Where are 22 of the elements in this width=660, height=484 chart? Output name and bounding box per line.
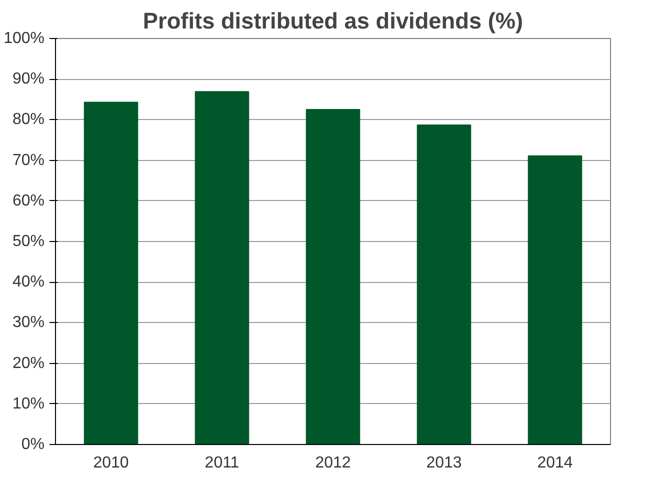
y-tick-label: 80% — [12, 111, 45, 128]
y-tick-label: 70% — [12, 152, 45, 169]
x-tick-label: 2010 — [93, 454, 129, 472]
y-tick-label: 30% — [12, 314, 45, 332]
chart-title: Profits distributed as dividends (%) — [142, 8, 524, 34]
y-tick-label: 100% — [4, 30, 44, 47]
y-tick-label: 60% — [12, 192, 45, 210]
y-tick-label: 40% — [12, 274, 45, 291]
y-tick-label: 50% — [12, 233, 45, 250]
y-tick-label: 10% — [12, 395, 45, 412]
x-tick-label: 2013 — [426, 454, 462, 472]
y-tick-label: 0% — [21, 436, 44, 453]
x-tick-label: 2012 — [315, 454, 351, 472]
x-tick-label: 2014 — [537, 454, 573, 472]
bar — [416, 124, 472, 444]
bar — [194, 91, 250, 444]
bar — [528, 155, 582, 444]
bar — [306, 109, 360, 444]
y-tick-label: 90% — [12, 70, 45, 88]
y-tick-label: 20% — [12, 354, 45, 372]
x-tick-label: 2011 — [204, 454, 240, 472]
bar — [84, 102, 138, 444]
